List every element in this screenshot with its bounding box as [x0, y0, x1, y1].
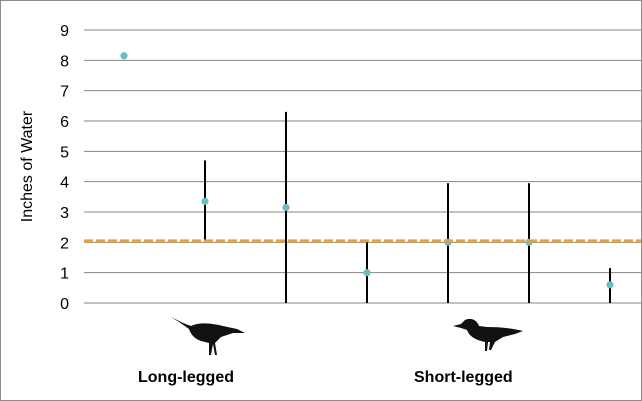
short-legged-shorebird-icon [453, 318, 523, 351]
data-marks [120, 52, 614, 303]
y-tick-label: 2 [60, 235, 69, 252]
long-legged-shorebird-icon [171, 317, 245, 355]
y-tick-label: 3 [60, 205, 69, 222]
data-point [363, 269, 371, 277]
group-label-long-legged: Long-legged [138, 369, 234, 386]
y-tick-labels: 0 1 2 3 4 5 6 7 8 9 [60, 23, 69, 313]
data-point [201, 197, 209, 205]
y-tick-label: 4 [60, 175, 69, 192]
y-tick-label: 8 [60, 53, 69, 70]
data-point [120, 52, 128, 60]
group-label-short-legged: Short-legged [414, 369, 513, 386]
y-tick-label: 6 [60, 114, 69, 131]
data-point [282, 203, 290, 212]
y-tick-label: 7 [60, 84, 69, 101]
y-tick-label: 5 [60, 144, 69, 161]
y-tick-label: 9 [60, 23, 69, 40]
y-axis-label: Inches of Water [19, 110, 36, 222]
y-tick-label: 0 [60, 296, 69, 313]
y-tick-label: 1 [60, 266, 69, 283]
grid-lines [84, 29, 641, 304]
data-point [606, 281, 614, 289]
